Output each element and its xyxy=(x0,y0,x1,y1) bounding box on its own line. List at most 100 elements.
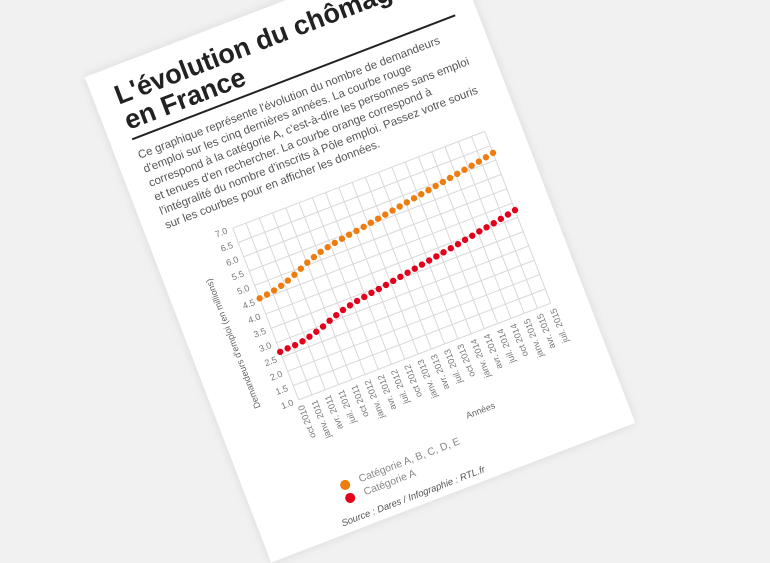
point-categorie-abcde[interactable] xyxy=(403,198,411,206)
point-categorie-abcde[interactable] xyxy=(277,282,285,290)
grid-line-v xyxy=(338,187,406,360)
point-categorie-a[interactable] xyxy=(312,328,320,336)
point-categorie-a[interactable] xyxy=(276,348,284,356)
point-categorie-a[interactable] xyxy=(504,210,512,218)
point-categorie-a[interactable] xyxy=(389,277,397,285)
point-categorie-abcde[interactable] xyxy=(417,190,425,198)
y-tick-label: 4.0 xyxy=(247,312,262,326)
point-categorie-abcde[interactable] xyxy=(439,178,447,186)
grid-line-v xyxy=(285,207,353,380)
point-categorie-abcde[interactable] xyxy=(284,276,292,284)
point-categorie-abcde[interactable] xyxy=(468,162,476,170)
point-categorie-abcde[interactable] xyxy=(460,166,468,174)
point-categorie-a[interactable] xyxy=(461,236,469,244)
grid-line-v xyxy=(272,212,339,385)
point-categorie-a[interactable] xyxy=(298,337,306,345)
point-categorie-a[interactable] xyxy=(432,252,440,260)
point-categorie-a[interactable] xyxy=(497,215,505,223)
point-categorie-abcde[interactable] xyxy=(352,227,360,235)
point-categorie-abcde[interactable] xyxy=(453,170,461,178)
point-categorie-abcde[interactable] xyxy=(256,294,264,302)
point-categorie-abcde[interactable] xyxy=(374,215,382,223)
point-categorie-abcde[interactable] xyxy=(290,271,298,279)
point-categorie-a[interactable] xyxy=(305,333,313,341)
point-categorie-abcde[interactable] xyxy=(331,239,339,247)
point-categorie-a[interactable] xyxy=(346,301,354,309)
grid-line-h xyxy=(238,145,491,243)
point-categorie-a[interactable] xyxy=(403,269,411,277)
point-categorie-a[interactable] xyxy=(482,223,490,231)
point-categorie-a[interactable] xyxy=(319,322,327,330)
x-axis-label: Années xyxy=(464,400,497,420)
point-categorie-abcde[interactable] xyxy=(360,223,368,231)
point-categorie-a[interactable] xyxy=(283,344,291,352)
y-tick-label: 4.5 xyxy=(241,297,256,311)
point-categorie-abcde[interactable] xyxy=(446,174,454,182)
point-categorie-a[interactable] xyxy=(425,256,433,264)
grid-line-h xyxy=(292,288,546,387)
point-categorie-abcde[interactable] xyxy=(410,194,418,202)
point-categorie-abcde[interactable] xyxy=(367,219,375,227)
point-categorie-a[interactable] xyxy=(339,306,347,314)
point-categorie-abcde[interactable] xyxy=(303,258,311,266)
point-categorie-abcde[interactable] xyxy=(324,243,332,251)
legend-swatch-cat-a xyxy=(343,491,357,505)
grid-line-h xyxy=(276,245,529,344)
point-categorie-a[interactable] xyxy=(475,227,483,235)
y-tick-label: 2.5 xyxy=(263,354,278,368)
point-categorie-a[interactable] xyxy=(367,289,375,297)
grid-line-h xyxy=(281,259,535,358)
grid-line-v xyxy=(325,192,392,365)
point-categorie-a[interactable] xyxy=(439,248,447,256)
point-categorie-abcde[interactable] xyxy=(482,153,490,161)
grid-line-v xyxy=(311,197,379,370)
grid-line-h xyxy=(298,302,551,401)
y-tick-label: 1.0 xyxy=(280,397,295,411)
y-tick-label: 2.0 xyxy=(269,369,284,383)
point-categorie-a[interactable] xyxy=(411,265,419,273)
grid-line-v xyxy=(364,177,432,350)
point-categorie-abcde[interactable] xyxy=(489,149,497,157)
point-categorie-abcde[interactable] xyxy=(270,286,278,294)
chart[interactable]: 1.01.52.02.53.03.54.04.55.05.56.06.57.0 … xyxy=(171,115,594,500)
point-categorie-abcde[interactable] xyxy=(338,235,346,243)
y-tick-label: 5.5 xyxy=(230,269,245,283)
point-categorie-a[interactable] xyxy=(468,232,476,240)
point-categorie-a[interactable] xyxy=(490,219,498,227)
point-categorie-abcde[interactable] xyxy=(396,202,404,210)
point-categorie-a[interactable] xyxy=(375,285,383,293)
chart-grid xyxy=(232,130,552,401)
point-categorie-a[interactable] xyxy=(353,297,361,305)
point-categorie-abcde[interactable] xyxy=(424,186,432,194)
y-tick-label: 1.5 xyxy=(274,383,289,397)
grid-line-v xyxy=(471,136,538,309)
data-points[interactable] xyxy=(237,149,537,356)
point-categorie-abcde[interactable] xyxy=(345,231,353,239)
y-tick-label: 7.0 xyxy=(214,226,229,240)
point-categorie-a[interactable] xyxy=(382,281,390,289)
point-categorie-abcde[interactable] xyxy=(263,290,271,298)
point-categorie-a[interactable] xyxy=(396,273,404,281)
y-tick-label: 6.0 xyxy=(225,254,240,268)
point-categorie-abcde[interactable] xyxy=(432,182,440,190)
point-categorie-abcde[interactable] xyxy=(297,265,305,273)
legend-swatch-all xyxy=(338,478,352,492)
grid-line-h xyxy=(249,173,502,272)
point-categorie-a[interactable] xyxy=(418,260,426,268)
point-categorie-abcde[interactable] xyxy=(381,210,389,218)
grid-line-v xyxy=(245,222,313,396)
point-categorie-abcde[interactable] xyxy=(317,248,325,256)
point-categorie-a[interactable] xyxy=(511,206,519,214)
point-categorie-a[interactable] xyxy=(360,293,368,301)
point-categorie-a[interactable] xyxy=(325,317,333,325)
grid-line-v xyxy=(417,156,485,329)
point-categorie-a[interactable] xyxy=(332,311,340,319)
grid-line-v xyxy=(232,227,300,401)
point-categorie-abcde[interactable] xyxy=(475,157,483,165)
point-categorie-abcde[interactable] xyxy=(310,253,318,261)
point-categorie-a[interactable] xyxy=(454,240,462,248)
point-categorie-a[interactable] xyxy=(447,244,455,252)
grid-line-v xyxy=(457,141,525,314)
point-categorie-abcde[interactable] xyxy=(388,206,396,214)
point-categorie-a[interactable] xyxy=(291,341,299,349)
